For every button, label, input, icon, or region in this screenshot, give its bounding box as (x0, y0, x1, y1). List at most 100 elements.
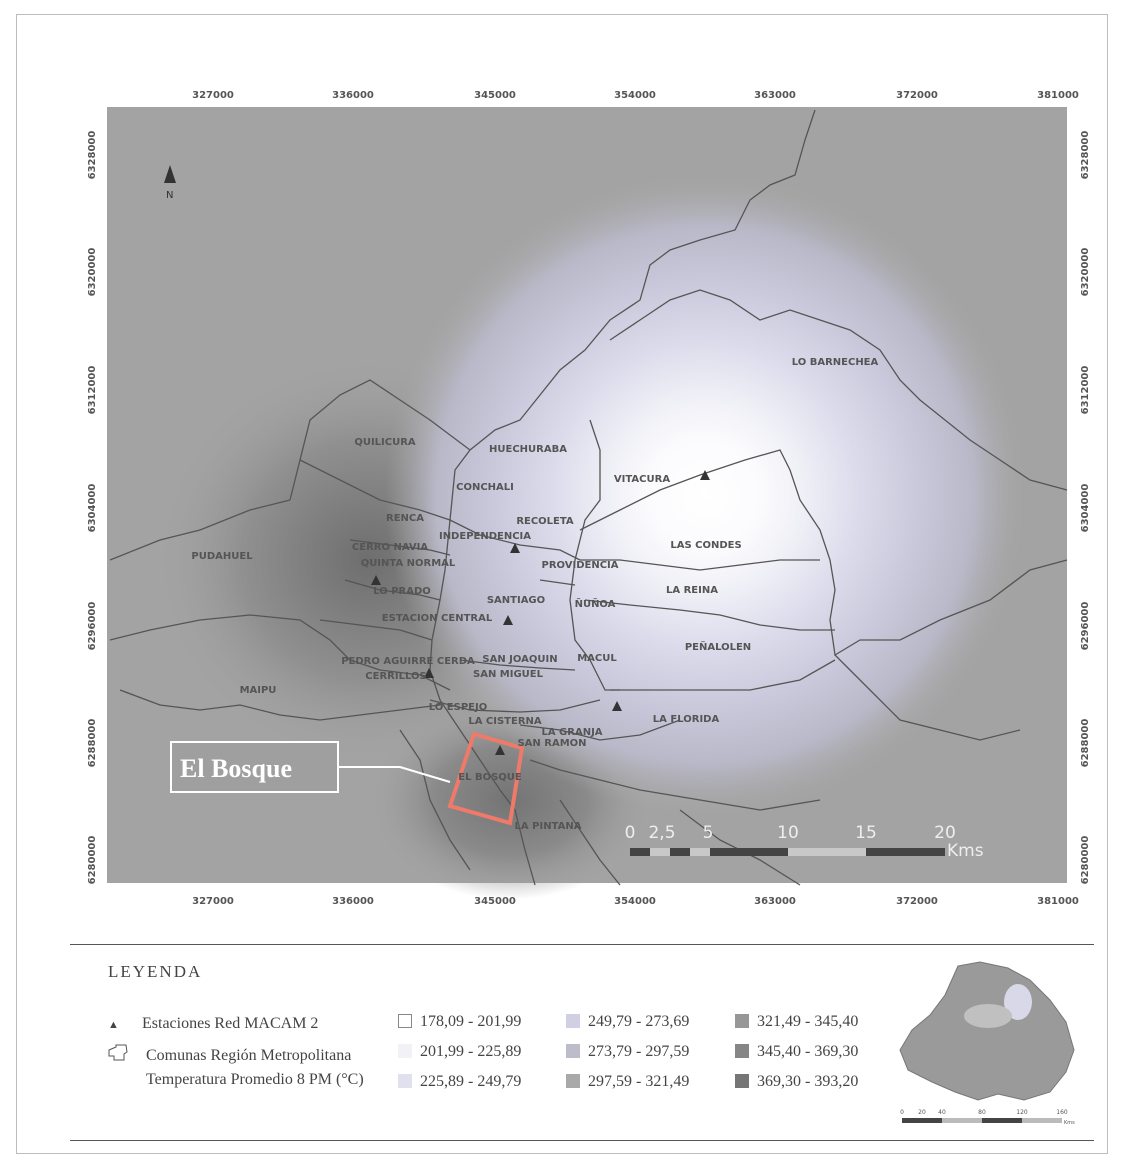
commune-label: CONCHALI (456, 482, 514, 493)
commune-label: LA FLORIDA (653, 714, 720, 725)
legend-stations: ▲ Estaciones Red MACAM 2 (108, 1015, 318, 1033)
legend-class-swatch (398, 1044, 412, 1058)
y-tick-label: 6280000 (87, 836, 98, 885)
legend-top-rule (70, 944, 1094, 945)
inset-scale-tick: 40 (938, 1109, 946, 1116)
legend-stations-label: Estaciones Red MACAM 2 (142, 1015, 319, 1032)
station-triangle-icon: ▲ (108, 1019, 119, 1031)
inset-scale-tick: 0 (900, 1109, 904, 1116)
commune-label: PEDRO AGUIRRE CERDA (341, 656, 475, 667)
commune-label: LAS CONDES (670, 540, 741, 551)
el-bosque-callout-leader (338, 766, 451, 783)
legend-class: 297,59 - 321,49 (566, 1073, 689, 1091)
scale-tick-label: 20 (934, 823, 956, 843)
commune-label: LO PRADO (373, 586, 431, 597)
legend-class-swatch (735, 1014, 749, 1028)
y-tick-label: 6288000 (1080, 719, 1091, 768)
x-tick-label: 327000 (192, 896, 234, 907)
commune-label: CERRO NAVIA (352, 542, 428, 553)
x-tick-label: 381000 (1037, 90, 1079, 101)
temperature-surface-east (385, 175, 1025, 815)
legend-class-swatch (566, 1014, 580, 1028)
legend-title: LEYENDA (108, 962, 203, 981)
y-tick-labels-right: 6328000 6320000 6312000 6304000 6296000 62880… (1080, 131, 1091, 885)
scale-tick-label: 5 (703, 823, 714, 843)
y-tick-label: 6320000 (1080, 248, 1091, 297)
legend-class: 225,89 - 249,79 (398, 1073, 521, 1091)
commune-outline-icon (108, 1044, 128, 1061)
x-tick-label: 372000 (896, 90, 938, 101)
x-tick-label: 327000 (192, 90, 234, 101)
legend-class-swatch (566, 1044, 580, 1058)
legend-communes: Comunas Región Metropolitana (106, 1044, 351, 1065)
commune-boundaries (109, 109, 1068, 886)
commune-label: LA REINA (666, 585, 718, 596)
commune-label: SANTIAGO (487, 595, 545, 606)
commune-label: SAN JOAQUIN (482, 654, 557, 665)
inset-hotspot (1004, 984, 1032, 1020)
el-bosque-highlight[interactable] (447, 731, 525, 826)
y-tick-labels-left: 6328000 6320000 6312000 6304000 6296000 62880… (87, 131, 98, 885)
north-arrow-label: N (166, 190, 173, 201)
x-tick-label: 372000 (896, 896, 938, 907)
scale-bar-unit: Kms (947, 841, 984, 861)
legend-class-swatch (735, 1044, 749, 1058)
commune-label: RENCA (386, 513, 424, 524)
x-tick-label: 336000 (332, 896, 374, 907)
commune-label: LA CISTERNA (468, 716, 542, 727)
x-tick-label: 354000 (614, 896, 656, 907)
station-marker (424, 668, 434, 678)
legend-class: 249,79 - 273,69 (566, 1013, 689, 1031)
y-tick-label: 6320000 (87, 248, 98, 297)
inset-scale-tick: 120 (1016, 1109, 1028, 1116)
commune-label: HUECHURABA (489, 444, 567, 455)
commune-label: MACUL (577, 653, 617, 664)
inset-urban-area (964, 1004, 1012, 1028)
north-arrow-icon (164, 165, 176, 183)
x-tick-labels-top: 327000 336000 345000 354000 363000 372000 3810… (192, 90, 1079, 101)
x-tick-label: 336000 (332, 90, 374, 101)
station-marker (700, 470, 710, 480)
y-tick-label: 6280000 (1080, 836, 1091, 885)
commune-label: EL BOSQUE (458, 772, 522, 783)
legend-class: 369,30 - 393,20 (735, 1073, 858, 1091)
commune-label: LA GRANJA (541, 727, 602, 738)
scale-tick-label: 2,5 (648, 823, 675, 843)
x-tick-label: 345000 (474, 896, 516, 907)
legend-bottom-rule (70, 1140, 1094, 1141)
scale-tick-label: 0 (625, 823, 636, 843)
commune-label: RECOLETA (516, 516, 574, 527)
inset-scale-unit: Kms (1064, 1120, 1075, 1126)
legend-class-label: 369,30 - 393,20 (757, 1073, 859, 1090)
commune-label: ESTACION CENTRAL (382, 613, 493, 624)
legend-class-swatch (735, 1074, 749, 1088)
commune-label: PROVIDENCIA (541, 560, 618, 571)
commune-label: SAN RAMON (517, 738, 586, 749)
station-markers (371, 470, 710, 755)
station-marker (495, 745, 505, 755)
commune-label: LO BARNECHEA (792, 357, 879, 368)
x-tick-label: 363000 (754, 896, 796, 907)
y-tick-label: 6312000 (87, 366, 98, 415)
legend-class-label: 321,49 - 345,40 (757, 1013, 859, 1030)
commune-label: PUDAHUEL (191, 551, 253, 562)
inset-map (899, 961, 1075, 1123)
station-marker (371, 575, 381, 585)
commune-label: MAIPU (240, 685, 277, 696)
commune-label: CERRILLOS (365, 671, 426, 682)
commune-labels: LO BARNECHEA QUILICURA HUECHURABA CONCHALI V… (191, 357, 878, 832)
commune-label: ÑUÑOA (575, 597, 616, 610)
legend-variable-label: Temperatura Promedio 8 PM (°C) (146, 1071, 364, 1088)
legend-class-swatch (398, 1074, 412, 1088)
legend-class-label: 273,79 - 297,59 (588, 1043, 690, 1060)
inset-region-outline (899, 961, 1075, 1101)
commune-label: LA PINTANA (515, 821, 582, 832)
legend-communes-label: Comunas Región Metropolitana (146, 1047, 352, 1064)
inset-scale-tick: 160 (1056, 1109, 1068, 1116)
x-tick-label: 354000 (614, 90, 656, 101)
commune-label: LO ESPEJO (429, 702, 487, 713)
scale-bar-ticks: 0 2,5 5 10 15 20 (625, 823, 956, 843)
scale-tick-label: 10 (777, 823, 799, 843)
x-tick-label: 363000 (754, 90, 796, 101)
